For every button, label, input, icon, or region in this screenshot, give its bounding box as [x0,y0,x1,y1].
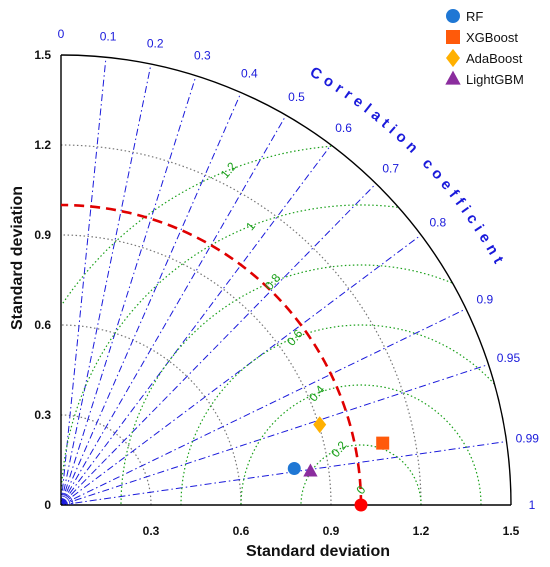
legend-marker-adaboost [446,48,460,68]
correlation-tick-label: 1 [529,498,536,512]
legend-label: AdaBoost [466,51,523,66]
rms-contours [60,145,495,505]
rms-contour-label: 1 [243,219,258,233]
y-axis-title: Standard deviation [9,186,26,330]
correlation-tick-label: 0.3 [194,49,211,63]
legend-marker-lightgbm [445,70,461,85]
legend-label: XGBoost [466,30,518,45]
std-arc [60,324,242,506]
correlation-title: Correlation coefficient [307,64,509,271]
data-points [287,416,390,512]
data-point-rf [287,462,301,476]
x-tick-label: 0.9 [323,524,340,538]
y-tick-label: 1.5 [34,48,51,62]
legend: RF XGBoost AdaBoost LightGBM [445,9,524,87]
x-axis-title: Standard deviation [246,543,390,560]
rms-contour [180,324,495,505]
y-tick-label: 0.6 [34,318,51,332]
correlation-line [60,183,377,506]
reference-point [354,498,368,512]
correlation-lines [60,57,507,506]
correlation-line [60,115,287,506]
correlation-tick-label: 0.6 [335,121,352,135]
legend-label: RF [466,9,483,24]
correlation-labels: 0 0.1 0.2 0.3 0.4 0.5 0.6 0.7 0.8 0.9 0.95 0.99 1 [58,27,540,512]
legend-marker-rf [446,9,460,23]
x-tick-label: 0.6 [233,524,250,538]
rms-contour-label: 0.4 [306,382,328,404]
rms-contour-label: 0.8 [262,271,284,293]
correlation-tick-label: 0.7 [382,162,399,176]
correlation-line [60,92,242,506]
correlation-line [60,441,507,506]
correlation-tick-label: 0.8 [429,215,446,229]
rms-contour [60,204,398,505]
correlation-tick-label: 0.2 [147,37,164,51]
correlation-line [60,144,332,506]
x-tick-label: 0.3 [143,524,160,538]
rms-contour-label: 0.2 [328,438,350,460]
plot-frame [60,54,512,506]
y-tick-label: 0.9 [34,228,51,242]
reference-std-arc [60,203,363,506]
correlation-tick-label: 0.95 [497,351,521,365]
y-tick-label: 0.3 [34,408,51,422]
rms-contour [120,264,453,505]
origin-arc [60,492,74,506]
rms-contour-label: 1.2 [218,159,240,181]
correlation-tick-label: 0.5 [288,90,305,104]
correlation-line [60,234,422,506]
correlation-line [60,57,107,506]
data-point-xgboost [376,436,390,450]
correlation-line [60,63,152,506]
correlation-line [60,308,467,506]
tick-labels: 0.3 0.6 0.9 1.2 1.5 0 0.3 0.6 0.9 1.2 1.5 [34,48,519,538]
correlation-line [60,75,197,506]
origin-arc [60,501,65,506]
origin-arc [60,495,71,506]
std-arcs [60,144,422,506]
correlation-tick-label: 0.9 [477,293,494,307]
rms-contour [61,145,332,306]
correlation-tick-label: 0.1 [100,29,117,43]
correlation-line [60,364,489,506]
correlation-tick-label: 0.99 [516,432,540,446]
outer-arc [60,54,512,506]
data-point-lightgbm [303,463,318,477]
legend-label: LightGBM [466,72,524,87]
data-point-adaboost [313,416,327,434]
correlation-tick-label: 0.4 [241,66,258,80]
x-tick-label: 1.2 [413,524,430,538]
x-tick-label: 1.5 [503,524,520,538]
correlation-tick-label: 0 [58,27,65,41]
reference-arc [60,203,363,506]
rms-contour-label: 0.6 [284,327,306,349]
rms-contour [240,384,482,505]
origin-arc [60,498,68,506]
legend-marker-xgboost [446,30,460,44]
y-tick-label: 0 [44,498,51,512]
y-tick-label: 1.2 [34,138,51,152]
std-arc [60,144,422,506]
